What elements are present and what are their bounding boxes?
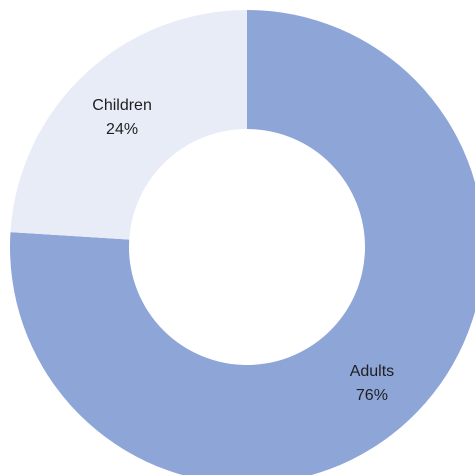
labels-group: Adults 76% Children 24%: [92, 97, 394, 404]
slices-group: [10, 10, 475, 475]
slice-value-children: 24%: [106, 121, 138, 138]
slice-children: [10, 10, 247, 240]
slice-value-adults: 76%: [356, 387, 388, 404]
slice-adults: [10, 10, 475, 475]
slice-label-adults: Adults: [350, 363, 394, 380]
slice-label-children: Children: [92, 97, 152, 114]
